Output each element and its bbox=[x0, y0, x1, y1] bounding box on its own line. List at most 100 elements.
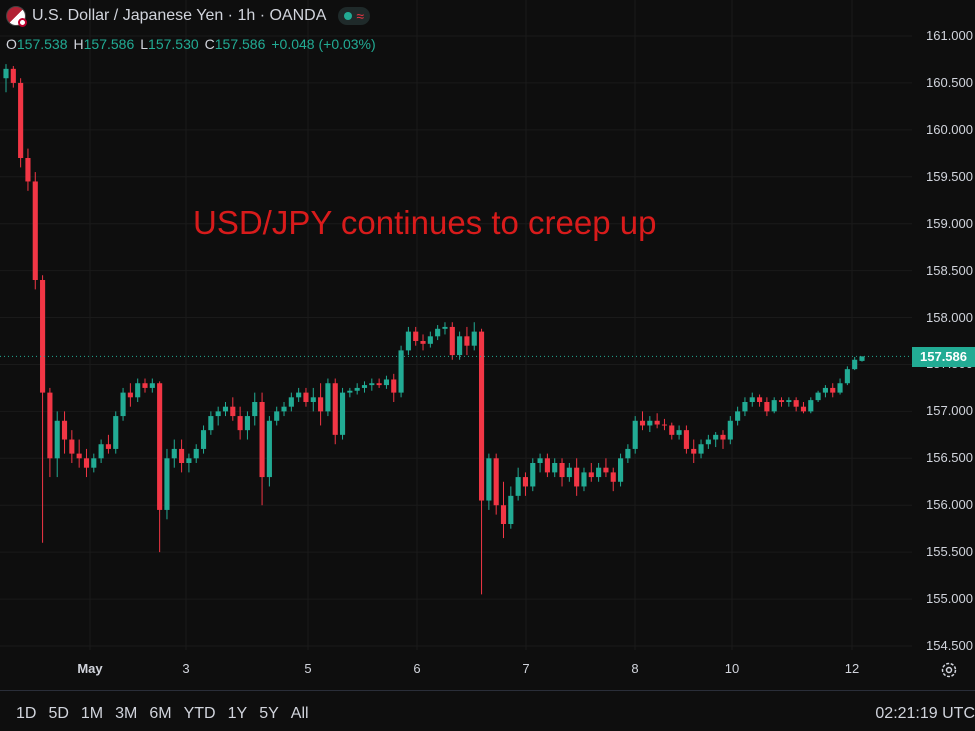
candle-body bbox=[405, 331, 411, 351]
candle-body bbox=[274, 411, 280, 421]
candle bbox=[420, 334, 426, 351]
candle bbox=[281, 402, 287, 417]
time-tick-label: 3 bbox=[182, 661, 190, 676]
candle bbox=[157, 381, 163, 553]
candle-body bbox=[76, 453, 82, 459]
candle bbox=[764, 397, 770, 417]
candle-body bbox=[661, 424, 668, 426]
candle bbox=[296, 387, 302, 402]
candle-body bbox=[179, 448, 185, 463]
candle-body bbox=[625, 448, 631, 459]
range-button-6m[interactable]: 6M bbox=[149, 705, 172, 722]
candle-body bbox=[596, 467, 602, 478]
candle-body bbox=[537, 458, 543, 463]
candle bbox=[200, 425, 207, 454]
candle bbox=[398, 345, 404, 398]
range-button-all[interactable]: All bbox=[290, 705, 309, 722]
open-label: O bbox=[6, 36, 17, 52]
price-tick-label: 159.000 bbox=[926, 215, 973, 231]
symbol-title[interactable]: U.S. Dollar / Japanese Yen · 1h · OANDA bbox=[32, 7, 327, 24]
candle bbox=[603, 458, 609, 478]
candle-body bbox=[852, 359, 858, 370]
price-tick-label: 155.000 bbox=[926, 591, 973, 607]
candle-body bbox=[449, 326, 455, 356]
candle-body bbox=[544, 458, 550, 473]
candle-body bbox=[566, 467, 572, 478]
candle-body bbox=[749, 397, 755, 402]
candle bbox=[544, 453, 550, 478]
candle bbox=[83, 448, 90, 478]
candle bbox=[625, 444, 631, 463]
time-tick-label: 6 bbox=[413, 661, 421, 676]
time-axis[interactable]: May 3 5 6 7 8 10 12 bbox=[0, 650, 975, 690]
candle-body bbox=[369, 383, 375, 386]
candle bbox=[793, 397, 799, 412]
candle bbox=[844, 366, 850, 386]
candle-body bbox=[639, 420, 646, 426]
candle bbox=[135, 378, 141, 402]
range-button-5d[interactable]: 5D bbox=[48, 705, 69, 722]
candle-body bbox=[244, 416, 250, 431]
price-axis[interactable]: 161.000 160.500 160.000 159.500 159.000 158.5… bbox=[912, 0, 975, 653]
candle-body bbox=[727, 420, 733, 440]
candle bbox=[369, 378, 375, 391]
candle bbox=[464, 326, 470, 356]
candle-body bbox=[149, 383, 155, 388]
range-button-ytd[interactable]: YTD bbox=[183, 705, 216, 722]
candle-body bbox=[54, 420, 60, 459]
candle-body bbox=[471, 331, 477, 346]
candle bbox=[559, 458, 565, 487]
price-tick-label: 158.000 bbox=[926, 309, 973, 325]
candle bbox=[478, 328, 485, 595]
range-button-5y[interactable]: 5Y bbox=[259, 705, 279, 722]
time-tick-label: 8 bbox=[631, 661, 639, 676]
candle bbox=[266, 416, 272, 487]
low-label: L bbox=[140, 36, 149, 52]
candle-body bbox=[171, 448, 177, 459]
candle bbox=[537, 453, 543, 473]
candle bbox=[230, 397, 236, 421]
candle bbox=[274, 406, 280, 426]
candle bbox=[354, 383, 360, 395]
candle bbox=[639, 411, 646, 431]
candle-body bbox=[742, 402, 748, 412]
candle bbox=[654, 413, 660, 429]
candle-body bbox=[698, 444, 704, 454]
candle bbox=[339, 387, 346, 440]
candle-body bbox=[413, 331, 419, 341]
candle bbox=[69, 430, 75, 463]
candle bbox=[705, 434, 711, 449]
candle-body bbox=[478, 331, 485, 501]
candle bbox=[105, 434, 111, 454]
market-status-pill[interactable]: ≈ bbox=[338, 7, 371, 25]
time-tick-label: 5 bbox=[304, 661, 312, 676]
candle-body bbox=[376, 383, 382, 386]
candle-body bbox=[574, 467, 580, 487]
candle-body bbox=[361, 385, 368, 388]
candle bbox=[471, 322, 477, 351]
range-button-3m[interactable]: 3M bbox=[115, 705, 138, 722]
candle bbox=[661, 418, 668, 431]
candle bbox=[574, 458, 580, 496]
candle-body bbox=[442, 326, 448, 329]
candle-body bbox=[815, 392, 821, 401]
candle-body bbox=[135, 383, 141, 398]
range-button-1m[interactable]: 1M bbox=[80, 705, 104, 722]
candle bbox=[815, 390, 821, 402]
candlestick-chart[interactable] bbox=[0, 0, 912, 650]
utc-clock[interactable]: 02:21:19 UTC bbox=[875, 705, 975, 722]
candle bbox=[98, 439, 104, 463]
range-button-1d[interactable]: 1D bbox=[16, 705, 37, 722]
candle-body bbox=[508, 495, 514, 524]
high-value: 157.586 bbox=[83, 36, 135, 52]
settings-gear-icon[interactable] bbox=[940, 661, 958, 679]
candle-body bbox=[588, 472, 594, 478]
candle bbox=[413, 326, 419, 346]
price-tick-label: 155.500 bbox=[926, 544, 973, 560]
candle bbox=[435, 325, 441, 341]
candle-body bbox=[603, 467, 609, 473]
chart-area[interactable]: U.S. Dollar / Japanese Yen · 1h · OANDA … bbox=[0, 0, 912, 650]
candle bbox=[500, 481, 507, 539]
range-button-1y[interactable]: 1Y bbox=[227, 705, 248, 722]
candle bbox=[18, 78, 24, 168]
